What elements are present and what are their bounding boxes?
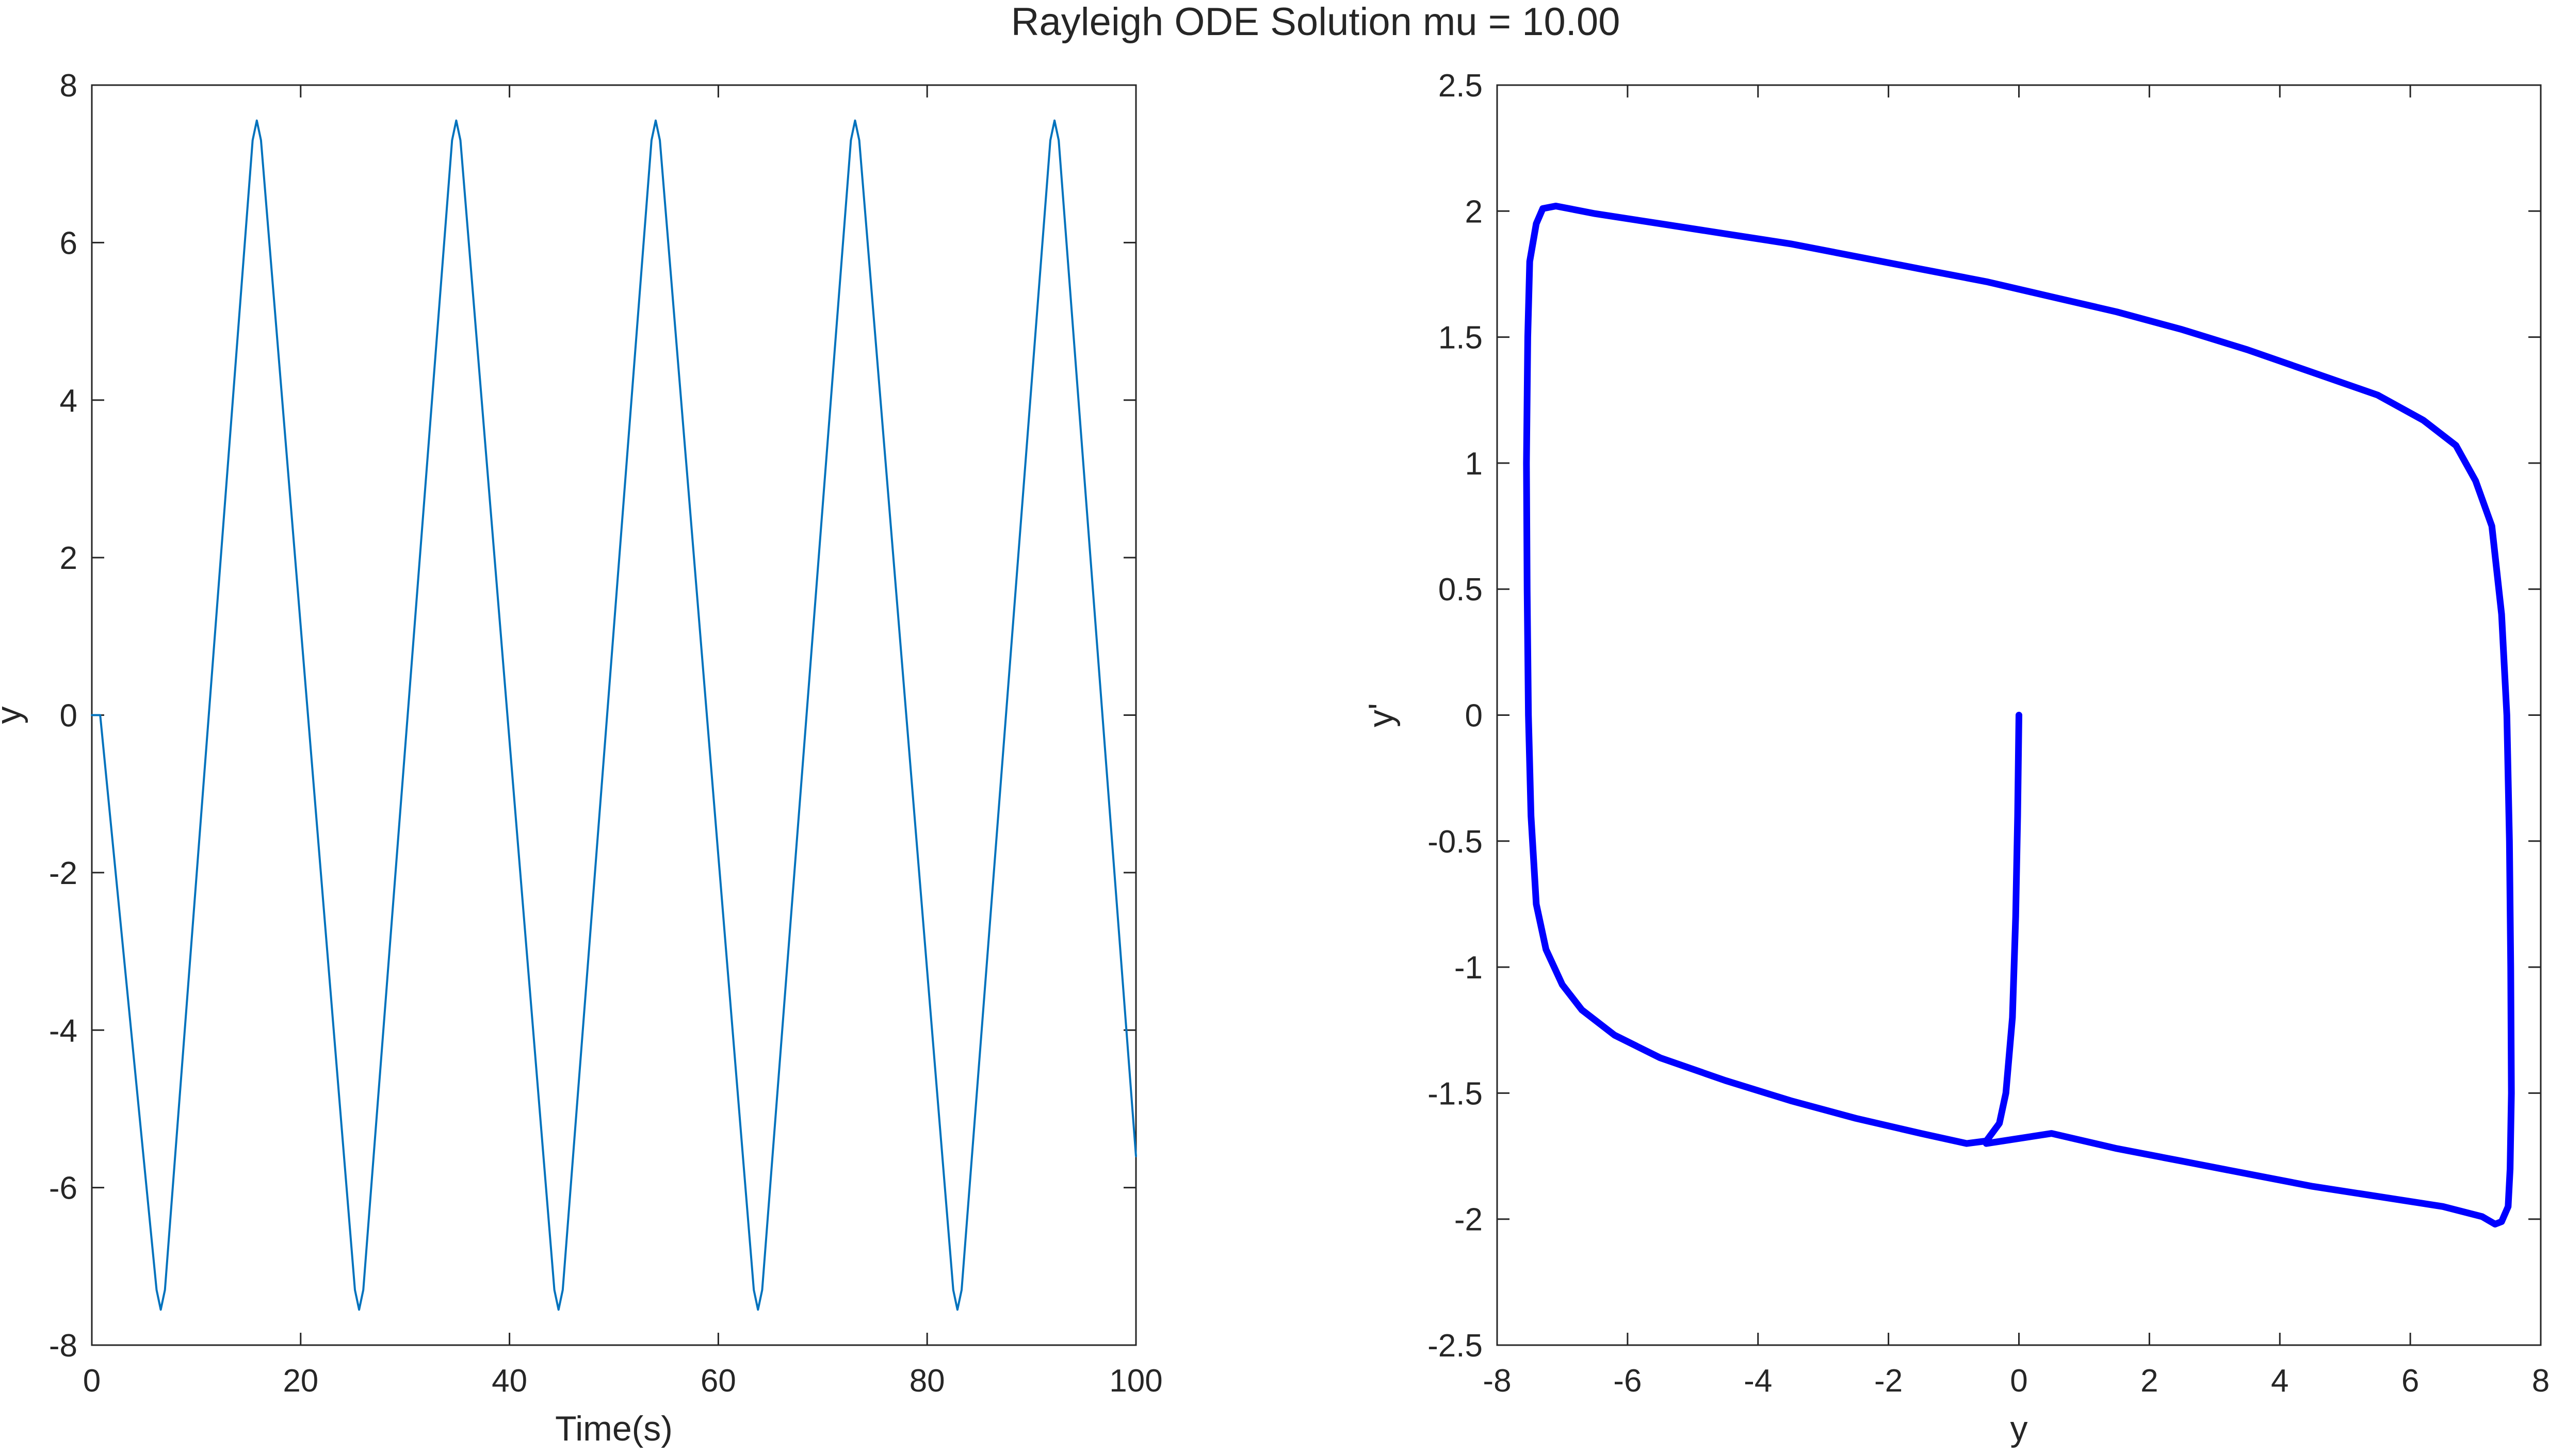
- right-y-tick-label: -1: [1454, 950, 1483, 986]
- left-x-tick-label: 0: [83, 1363, 101, 1399]
- right-x-tick-label: -2: [1874, 1363, 1903, 1399]
- right-x-tick-label: -6: [1613, 1363, 1642, 1399]
- figure-title: Rayleigh ODE Solution mu = 10.00: [1011, 0, 1620, 44]
- left-y-axis-label: y: [0, 707, 28, 724]
- left-y-tick-label: -4: [49, 1013, 77, 1049]
- left-y-tick-label: -8: [49, 1328, 77, 1364]
- right-x-tick-label: -4: [1744, 1363, 1772, 1399]
- right-y-tick-label: -1.5: [1427, 1076, 1483, 1111]
- right-x-tick-label: 2: [2140, 1363, 2158, 1399]
- right-x-tick-label: 4: [2271, 1363, 2288, 1399]
- right-y-tick-label: -2: [1454, 1202, 1483, 1238]
- phase-plane-plot: -8 -6 -4 -2 0 2 4 6 8 -2.5 -2 -1.5 -1 -0.5 0 0.5 1 1.5 2 2.…: [1361, 68, 2549, 1448]
- left-y-tick-label: 0: [60, 698, 77, 734]
- left-x-tick-label: 100: [1109, 1363, 1162, 1399]
- left-y-tick-label: 8: [60, 68, 77, 104]
- left-series-line-0: [91, 119, 1137, 1311]
- left-y-tick-label: 2: [60, 541, 77, 576]
- right-y-tick-label: 1.5: [1438, 320, 1483, 356]
- right-y-tick-label: 2: [1465, 194, 1483, 230]
- left-axes-box: [91, 84, 1137, 1346]
- right-y-axis-label: y': [1361, 703, 1401, 727]
- right-x-axis-label: y: [2010, 1409, 2028, 1448]
- right-series-line-0: [1523, 203, 2515, 1228]
- left-y-tick-label: 4: [60, 383, 77, 419]
- left-x-axis-label: Time(s): [555, 1409, 673, 1448]
- right-y-tick-label: 1: [1465, 446, 1483, 482]
- left-x-tick-label: 20: [283, 1363, 318, 1399]
- left-x-tick-label: 80: [910, 1363, 945, 1399]
- right-y-tick-label: -2.5: [1427, 1328, 1483, 1364]
- right-y-tick-label: 2.5: [1438, 68, 1483, 104]
- right-x-tick-label: 8: [2532, 1363, 2549, 1399]
- right-y-tick-label: 0.5: [1438, 572, 1483, 608]
- right-x-tick-label: 0: [2010, 1363, 2027, 1399]
- left-x-tick-label: 40: [492, 1363, 527, 1399]
- left-y-tick-label: 6: [60, 225, 77, 261]
- right-x-tick-label: 6: [2401, 1363, 2419, 1399]
- time-series-plot: 0 20 40 60 80 100 -8 -6 -4 -2 0 2 4 6 8 Time(s) y: [0, 68, 1163, 1448]
- left-x-tick-label: 60: [701, 1363, 736, 1399]
- right-x-tick-label: -8: [1483, 1363, 1511, 1399]
- right-y-tick-label: -0.5: [1427, 824, 1483, 860]
- right-y-tick-label: 0: [1465, 698, 1483, 734]
- left-y-tick-label: -2: [49, 856, 77, 891]
- left-y-tick-label: -6: [49, 1171, 77, 1206]
